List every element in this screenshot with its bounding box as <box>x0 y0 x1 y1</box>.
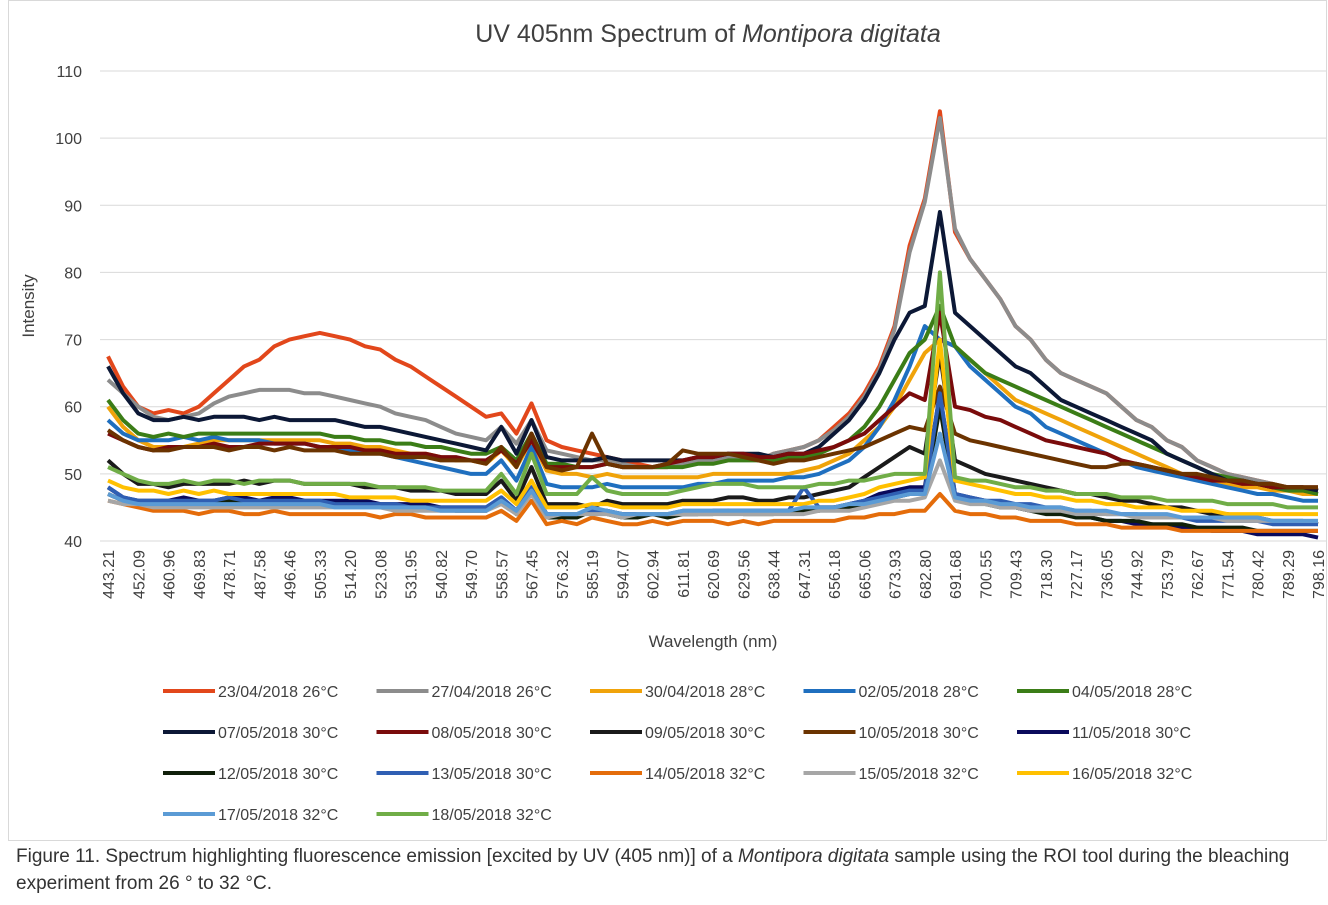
x-tick-label: 665.06 <box>857 550 874 599</box>
caption-text: sample using the ROI tool during the ble… <box>16 846 1290 894</box>
y-axis-label: Intensity <box>19 274 38 338</box>
x-tick-label: 602.94 <box>646 550 663 599</box>
x-tick-label: 736.05 <box>1099 550 1116 599</box>
x-tick-label: 780.42 <box>1251 550 1268 599</box>
x-tick-label: 727.17 <box>1069 550 1086 599</box>
x-tick-label: 523.08 <box>373 550 390 599</box>
caption-text: Spectrum highlighting fluorescence emiss… <box>100 846 739 867</box>
legend-label: 13/05/2018 30°C <box>432 766 552 783</box>
x-tick-label: 647.31 <box>797 550 814 599</box>
x-tick-label: 691.68 <box>948 550 965 599</box>
y-tick-label: 50 <box>64 467 82 484</box>
legend-label: 12/05/2018 30°C <box>218 766 338 783</box>
caption-italic: Montipora digitata <box>738 846 890 867</box>
x-tick-label: 682.80 <box>918 550 935 599</box>
y-tick-label: 70 <box>64 333 82 350</box>
x-tick-label: 514.20 <box>343 550 360 599</box>
series-line <box>106 304 1319 496</box>
x-tick-label: 594.07 <box>615 550 632 599</box>
title-italic: Montipora digitata <box>742 20 941 48</box>
x-tick-label: 620.69 <box>706 550 723 599</box>
x-tick-label: 789.29 <box>1281 550 1298 599</box>
y-tick-label: 100 <box>55 131 82 148</box>
caption-label: Figure 11. <box>16 846 101 867</box>
series-line <box>106 116 1319 493</box>
series-line <box>107 337 1318 517</box>
x-tick-label: 549.70 <box>464 550 481 599</box>
legend-label: 04/05/2018 28°C <box>1072 684 1192 701</box>
y-tick-label: 80 <box>64 265 82 282</box>
y-tick-label: 40 <box>64 534 82 551</box>
legend-label: 15/05/2018 32°C <box>859 766 979 783</box>
legend-label: 23/04/2018 26°C <box>218 684 338 701</box>
series-line <box>107 492 1318 533</box>
y-tick-label: 110 <box>56 64 82 81</box>
x-tick-label: 567.45 <box>525 550 542 599</box>
legend-label: 11/05/2018 30°C <box>1072 725 1191 742</box>
legend-label: 09/05/2018 30°C <box>645 725 765 742</box>
chart-title: UV 405nm Spectrum of Montipora digitata <box>475 20 941 48</box>
x-tick-label: 460.96 <box>162 550 179 599</box>
x-tick-label: 505.33 <box>313 550 330 599</box>
x-tick-label: 558.57 <box>494 550 511 599</box>
x-tick-label: 744.92 <box>1130 550 1147 599</box>
legend-label: 14/05/2018 32°C <box>645 766 765 783</box>
x-tick-label: 753.79 <box>1160 550 1177 599</box>
legend-label: 08/05/2018 30°C <box>432 725 552 742</box>
legend-label: 27/04/2018 26°C <box>432 684 552 701</box>
x-axis-label: Wavelength (nm) <box>649 632 778 651</box>
legend-label: 18/05/2018 32°C <box>432 807 552 824</box>
legend-label: 07/05/2018 30°C <box>218 725 338 742</box>
x-tick-label: 762.67 <box>1190 550 1207 599</box>
x-tick-label: 540.82 <box>434 550 451 599</box>
series-line <box>107 431 1318 523</box>
x-tick-label: 469.83 <box>192 550 209 599</box>
x-tick-label: 771.54 <box>1220 550 1237 599</box>
series-line <box>106 337 1318 496</box>
x-tick-label: 709.43 <box>1009 550 1026 599</box>
x-tick-label: 576.32 <box>555 550 572 599</box>
x-tick-label: 656.18 <box>827 550 844 599</box>
series-line <box>107 270 1318 510</box>
x-tick-label: 478.71 <box>222 550 239 599</box>
x-tick-label: 700.55 <box>978 550 995 599</box>
legend-label: 10/05/2018 30°C <box>859 725 979 742</box>
x-tick-label: 487.58 <box>252 550 269 599</box>
x-tick-label: 585.19 <box>585 550 602 599</box>
x-tick-label: 629.56 <box>736 550 753 599</box>
legend-label: 16/05/2018 32°C <box>1072 766 1192 783</box>
y-tick-label: 60 <box>64 400 82 417</box>
y-tick-label: 90 <box>64 198 82 215</box>
x-tick-label: 452.09 <box>131 550 148 599</box>
x-tick-label: 673.93 <box>888 550 905 599</box>
title-text: UV 405nm Spectrum of <box>475 20 742 48</box>
series-line <box>106 384 1318 490</box>
x-tick-label: 531.95 <box>404 550 421 599</box>
x-tick-label: 611.81 <box>676 550 693 598</box>
x-tick-label: 798.16 <box>1311 550 1328 599</box>
x-tick-label: 638.44 <box>767 550 784 599</box>
legend-label: 30/04/2018 28°C <box>645 684 765 701</box>
x-tick-label: 496.46 <box>283 550 300 599</box>
series-line <box>107 310 1318 490</box>
x-tick-label: 718.30 <box>1039 550 1056 599</box>
x-tick-label: 443.21 <box>101 550 118 599</box>
caption: Figure 11. Spectrum highlighting fluores… <box>16 843 1316 897</box>
legend-label: 02/05/2018 28°C <box>859 684 979 701</box>
legend-label: 17/05/2018 32°C <box>218 807 338 824</box>
chart: UV 405nm Spectrum of Montipora digitata … <box>8 0 1328 841</box>
